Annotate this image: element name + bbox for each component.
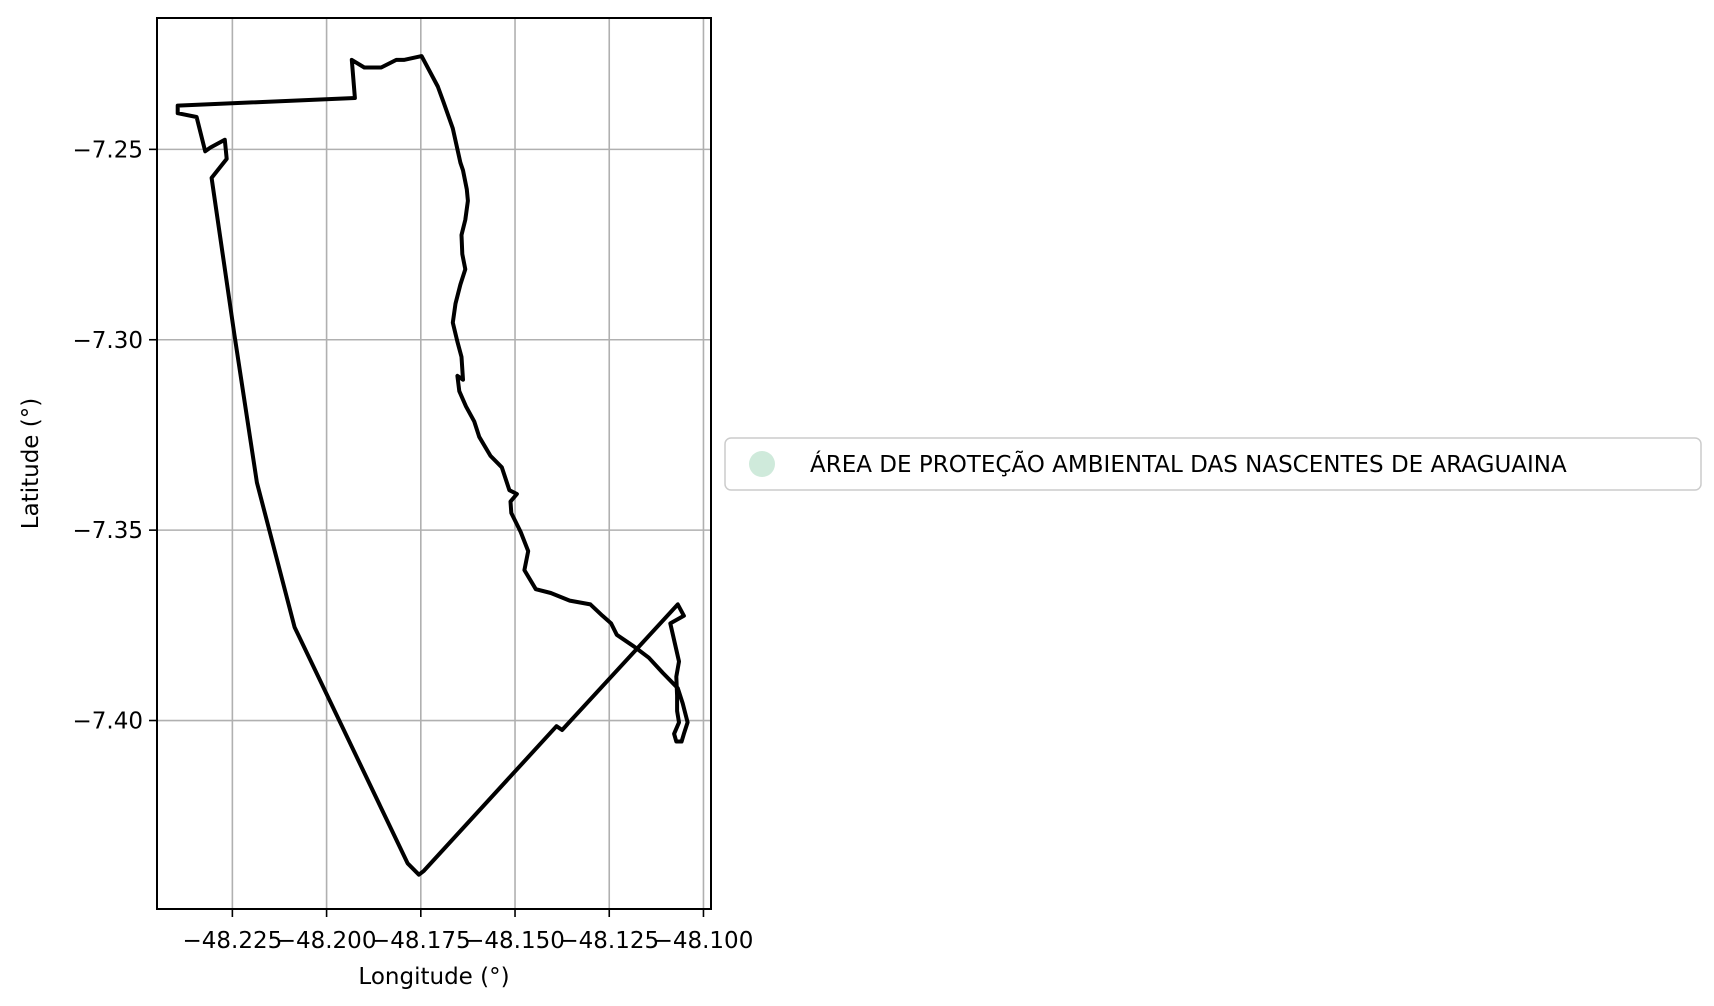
x-tick-label: −48.175 [371,928,471,954]
x-tick-label: −48.150 [465,928,565,954]
legend-marker-icon [749,451,775,477]
x-tick-label: −48.100 [654,928,754,954]
boundary-outline [175,54,690,877]
boundary-polygon-layer [175,54,690,877]
x-tick-label: −48.225 [182,928,282,954]
legend: ÁREA DE PROTEÇÃO AMBIENTAL DAS NASCENTES… [724,437,1702,491]
grid-lines [157,18,711,909]
x-tick-label: −48.125 [559,928,659,954]
legend-entry-label: ÁREA DE PROTEÇÃO AMBIENTAL DAS NASCENTES… [810,450,1567,478]
y-axis-label: Latitude (°) [18,398,44,529]
y-tick-label: −7.30 [73,328,143,354]
y-tick-label: −7.25 [73,137,143,163]
plot-area-frame [156,17,712,910]
y-tick-label: −7.35 [73,518,143,544]
x-axis-label: Longitude (°) [358,964,509,990]
x-axis-ticks: −48.225−48.200−48.175−48.150−48.125−48.1… [182,909,753,954]
legend-frame [724,437,1702,491]
x-tick-label: −48.200 [277,928,377,954]
y-tick-label: −7.40 [73,709,143,735]
y-axis-ticks: −7.25 −7.30 −7.35 −7.40 [73,137,157,735]
